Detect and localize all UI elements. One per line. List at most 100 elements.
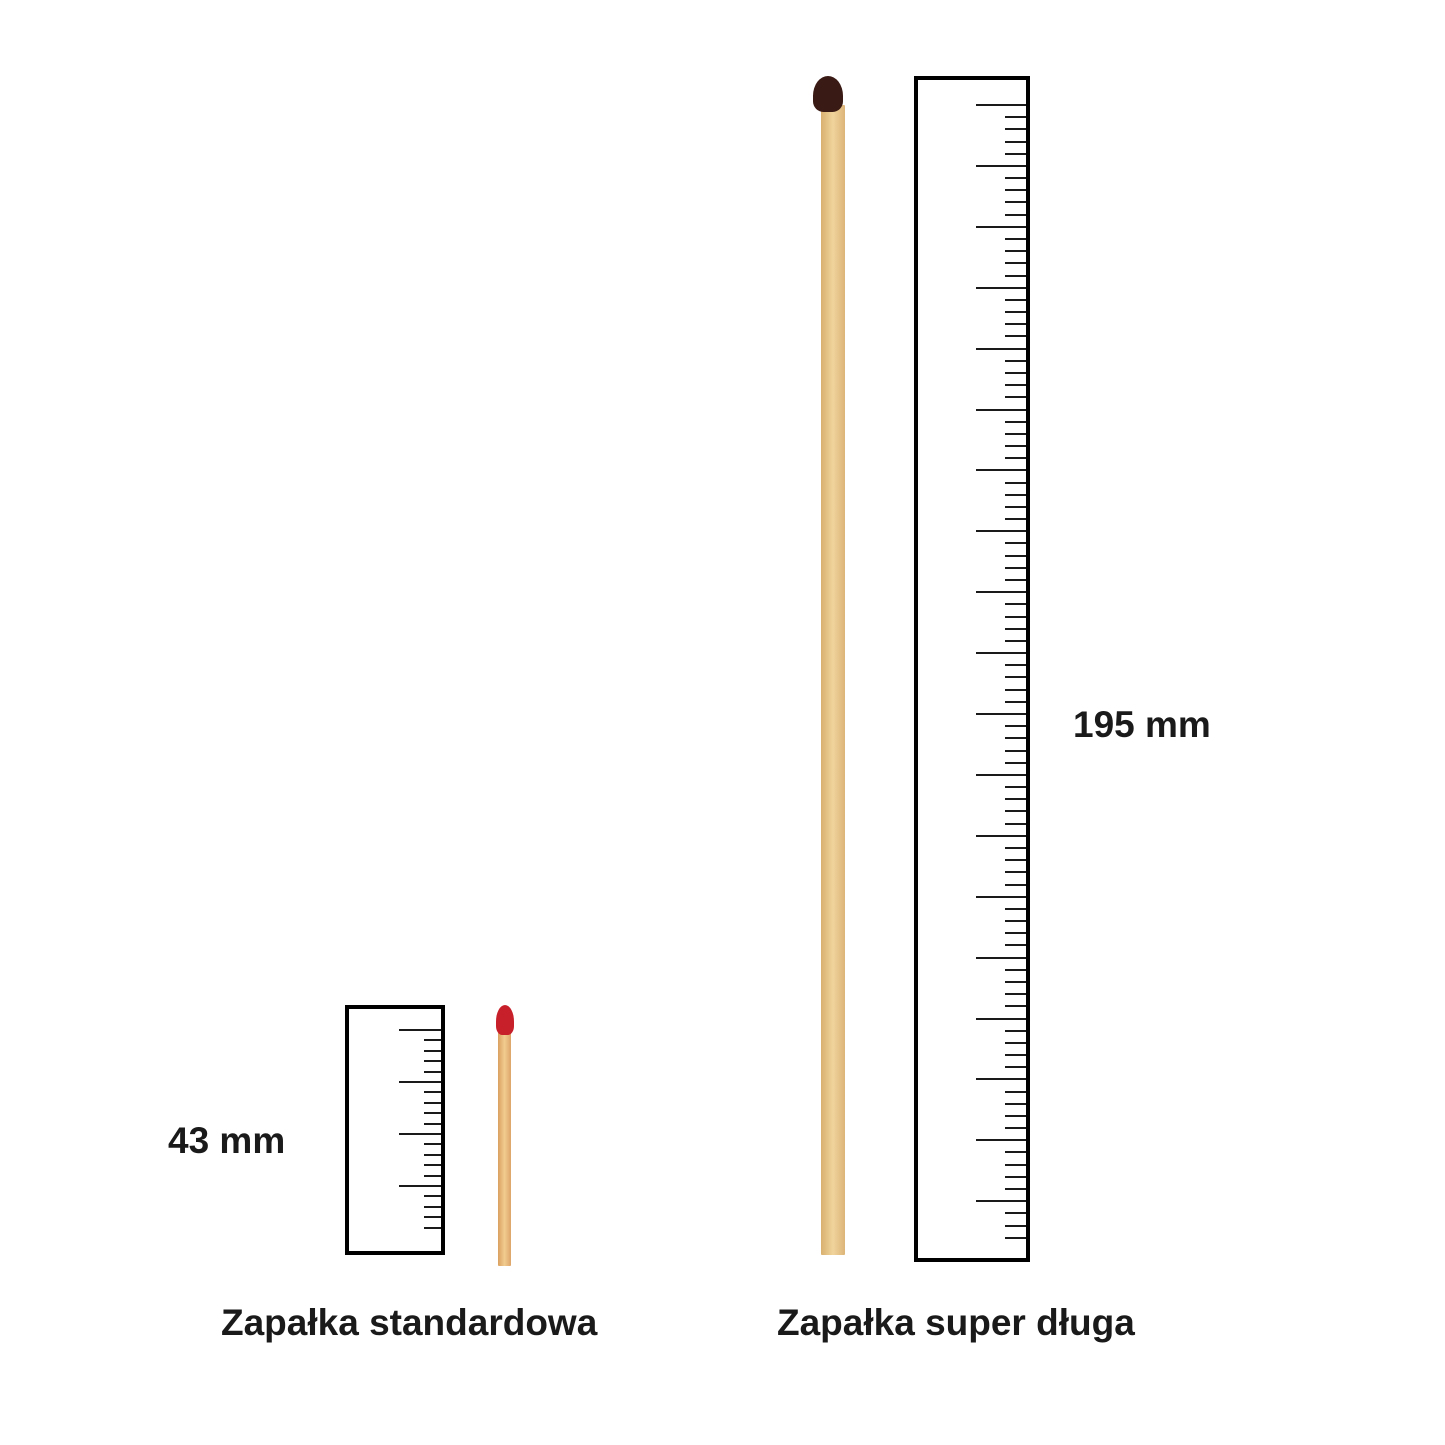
minor-tick xyxy=(1005,371,1026,374)
minor-tick xyxy=(1005,311,1026,314)
minor-tick xyxy=(1005,615,1026,618)
minor-tick xyxy=(424,1153,441,1156)
minor-tick xyxy=(1005,1175,1026,1178)
minor-tick xyxy=(1005,883,1026,886)
minor-tick xyxy=(424,1143,441,1146)
major-tick xyxy=(976,713,1026,715)
minor-tick xyxy=(424,1205,441,1208)
minor-tick xyxy=(1005,907,1026,910)
minor-tick xyxy=(1005,1102,1026,1105)
minor-tick xyxy=(1005,1236,1026,1239)
major-tick xyxy=(976,1078,1026,1081)
minor-tick xyxy=(1005,932,1026,935)
minor-tick xyxy=(1005,688,1026,691)
minor-tick xyxy=(1005,445,1026,448)
minor-tick xyxy=(424,1101,441,1104)
minor-tick xyxy=(1005,432,1026,435)
minor-tick xyxy=(424,1060,441,1063)
minor-tick xyxy=(1005,664,1026,667)
minor-tick xyxy=(424,1112,441,1115)
major-tick xyxy=(976,164,1026,167)
minor-tick xyxy=(1005,944,1026,947)
minor-tick xyxy=(1005,676,1026,679)
major-tick xyxy=(399,1029,441,1031)
minor-tick xyxy=(1005,323,1026,326)
major-tick xyxy=(976,591,1026,594)
major-tick xyxy=(976,104,1026,106)
minor-tick xyxy=(1005,1114,1026,1117)
minor-tick xyxy=(1005,822,1026,825)
minor-tick xyxy=(1005,846,1026,849)
minor-tick xyxy=(1005,140,1026,143)
major-tick xyxy=(976,1139,1026,1142)
standard-match-label: Zapałka standardowa xyxy=(221,1302,598,1343)
minor-tick xyxy=(1005,518,1026,521)
minor-tick xyxy=(1005,128,1026,131)
minor-tick xyxy=(1005,798,1026,801)
major-tick xyxy=(976,469,1026,472)
standard-length-label: 43 mm xyxy=(168,1120,286,1161)
minor-tick xyxy=(1005,116,1026,119)
minor-tick xyxy=(1005,1005,1026,1008)
major-tick xyxy=(399,1133,441,1135)
long-length-label: 195 mm xyxy=(1073,704,1211,745)
minor-tick xyxy=(1005,152,1026,155)
minor-tick xyxy=(424,1122,441,1125)
minor-tick xyxy=(424,1174,441,1177)
major-tick xyxy=(976,286,1026,289)
minor-tick xyxy=(1005,396,1026,399)
minor-tick xyxy=(1005,505,1026,508)
minor-tick xyxy=(1005,359,1026,362)
major-tick xyxy=(976,1017,1026,1020)
standard-ruler xyxy=(345,1005,445,1255)
minor-tick xyxy=(1005,493,1026,496)
minor-tick xyxy=(1005,761,1026,764)
minor-tick xyxy=(1005,810,1026,813)
minor-tick xyxy=(1005,481,1026,484)
minor-tick xyxy=(1005,554,1026,557)
minor-tick xyxy=(1005,335,1026,338)
minor-tick xyxy=(424,1226,441,1229)
minor-tick xyxy=(424,1164,441,1167)
minor-tick xyxy=(1005,274,1026,277)
minor-tick xyxy=(1005,1041,1026,1044)
minor-tick xyxy=(1005,1151,1026,1154)
minor-tick xyxy=(1005,457,1026,460)
major-tick xyxy=(976,834,1026,837)
standard-match-stick xyxy=(498,1028,511,1266)
minor-tick xyxy=(1005,579,1026,582)
minor-tick xyxy=(1005,542,1026,545)
standard-match-head xyxy=(496,1005,514,1035)
minor-tick xyxy=(1005,1163,1026,1166)
minor-tick xyxy=(1005,603,1026,606)
minor-tick xyxy=(424,1091,441,1094)
minor-tick xyxy=(1005,627,1026,630)
minor-tick xyxy=(1005,420,1026,423)
minor-tick xyxy=(1005,737,1026,740)
major-tick xyxy=(976,652,1026,655)
minor-tick xyxy=(1005,1054,1026,1057)
minor-tick xyxy=(1005,700,1026,703)
minor-tick xyxy=(1005,1188,1026,1191)
minor-tick xyxy=(1005,201,1026,204)
long-match-label: Zapałka super długa xyxy=(777,1302,1135,1343)
minor-tick xyxy=(424,1039,441,1042)
minor-tick xyxy=(1005,859,1026,862)
minor-tick xyxy=(1005,250,1026,253)
minor-tick xyxy=(1005,1212,1026,1215)
minor-tick xyxy=(1005,1090,1026,1093)
minor-tick xyxy=(1005,749,1026,752)
minor-tick xyxy=(1005,725,1026,728)
minor-tick xyxy=(1005,1224,1026,1227)
minor-tick xyxy=(1005,262,1026,265)
major-tick xyxy=(976,895,1026,898)
minor-tick xyxy=(1005,871,1026,874)
minor-tick xyxy=(1005,213,1026,216)
major-tick xyxy=(976,225,1026,228)
minor-tick xyxy=(1005,639,1026,642)
minor-tick xyxy=(424,1049,441,1052)
minor-tick xyxy=(1005,920,1026,923)
minor-tick xyxy=(1005,1066,1026,1069)
major-tick xyxy=(976,956,1026,959)
major-tick xyxy=(399,1081,441,1083)
